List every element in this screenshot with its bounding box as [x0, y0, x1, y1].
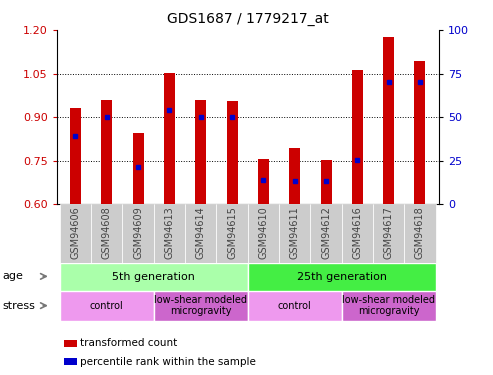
Bar [342, 204, 373, 262]
Text: GSM94610: GSM94610 [258, 206, 268, 259]
Title: GDS1687 / 1779217_at: GDS1687 / 1779217_at [167, 12, 329, 26]
Text: control: control [278, 301, 312, 310]
Text: GSM94614: GSM94614 [196, 206, 206, 259]
Text: 25th generation: 25th generation [297, 272, 387, 282]
Text: GSM94615: GSM94615 [227, 206, 237, 259]
Text: control: control [90, 301, 124, 310]
Bar [60, 262, 248, 291]
Text: age: age [2, 272, 23, 281]
Bar [258, 159, 269, 204]
Text: stress: stress [2, 301, 35, 310]
Bar [64, 358, 76, 365]
Bar [289, 148, 300, 204]
Bar [185, 204, 216, 262]
Bar [195, 100, 206, 204]
Bar [352, 70, 363, 204]
Bar [279, 204, 311, 262]
Text: 5th generation: 5th generation [112, 272, 195, 282]
Text: GSM94616: GSM94616 [352, 206, 362, 259]
Text: GSM94606: GSM94606 [70, 206, 80, 259]
Bar [60, 204, 91, 262]
Bar [154, 291, 248, 321]
Text: GSM94612: GSM94612 [321, 206, 331, 259]
Bar [70, 108, 81, 204]
Text: GSM94609: GSM94609 [133, 206, 143, 259]
Bar [383, 37, 394, 204]
Text: low-shear modeled
microgravity: low-shear modeled microgravity [154, 295, 247, 316]
Text: GSM94618: GSM94618 [415, 206, 425, 259]
Bar [404, 204, 436, 262]
Text: GSM94617: GSM94617 [384, 206, 394, 259]
Text: GSM94608: GSM94608 [102, 206, 112, 259]
Bar [122, 204, 154, 262]
Bar [248, 262, 436, 291]
Bar [102, 100, 112, 204]
Bar [415, 60, 425, 204]
Text: GSM94611: GSM94611 [290, 206, 300, 259]
Bar [373, 204, 404, 262]
Bar [91, 204, 122, 262]
Bar [133, 133, 143, 204]
Text: low-shear modeled
microgravity: low-shear modeled microgravity [342, 295, 435, 316]
Text: percentile rank within the sample: percentile rank within the sample [80, 357, 256, 367]
Bar [164, 73, 175, 204]
Bar [60, 291, 154, 321]
Text: GSM94613: GSM94613 [165, 206, 175, 259]
Bar [248, 204, 279, 262]
Bar [320, 160, 331, 204]
Bar [227, 101, 238, 204]
Bar [154, 204, 185, 262]
Bar [64, 340, 76, 347]
Bar [216, 204, 248, 262]
Bar [248, 291, 342, 321]
Text: transformed count: transformed count [80, 338, 177, 348]
Bar [342, 291, 436, 321]
Bar [311, 204, 342, 262]
